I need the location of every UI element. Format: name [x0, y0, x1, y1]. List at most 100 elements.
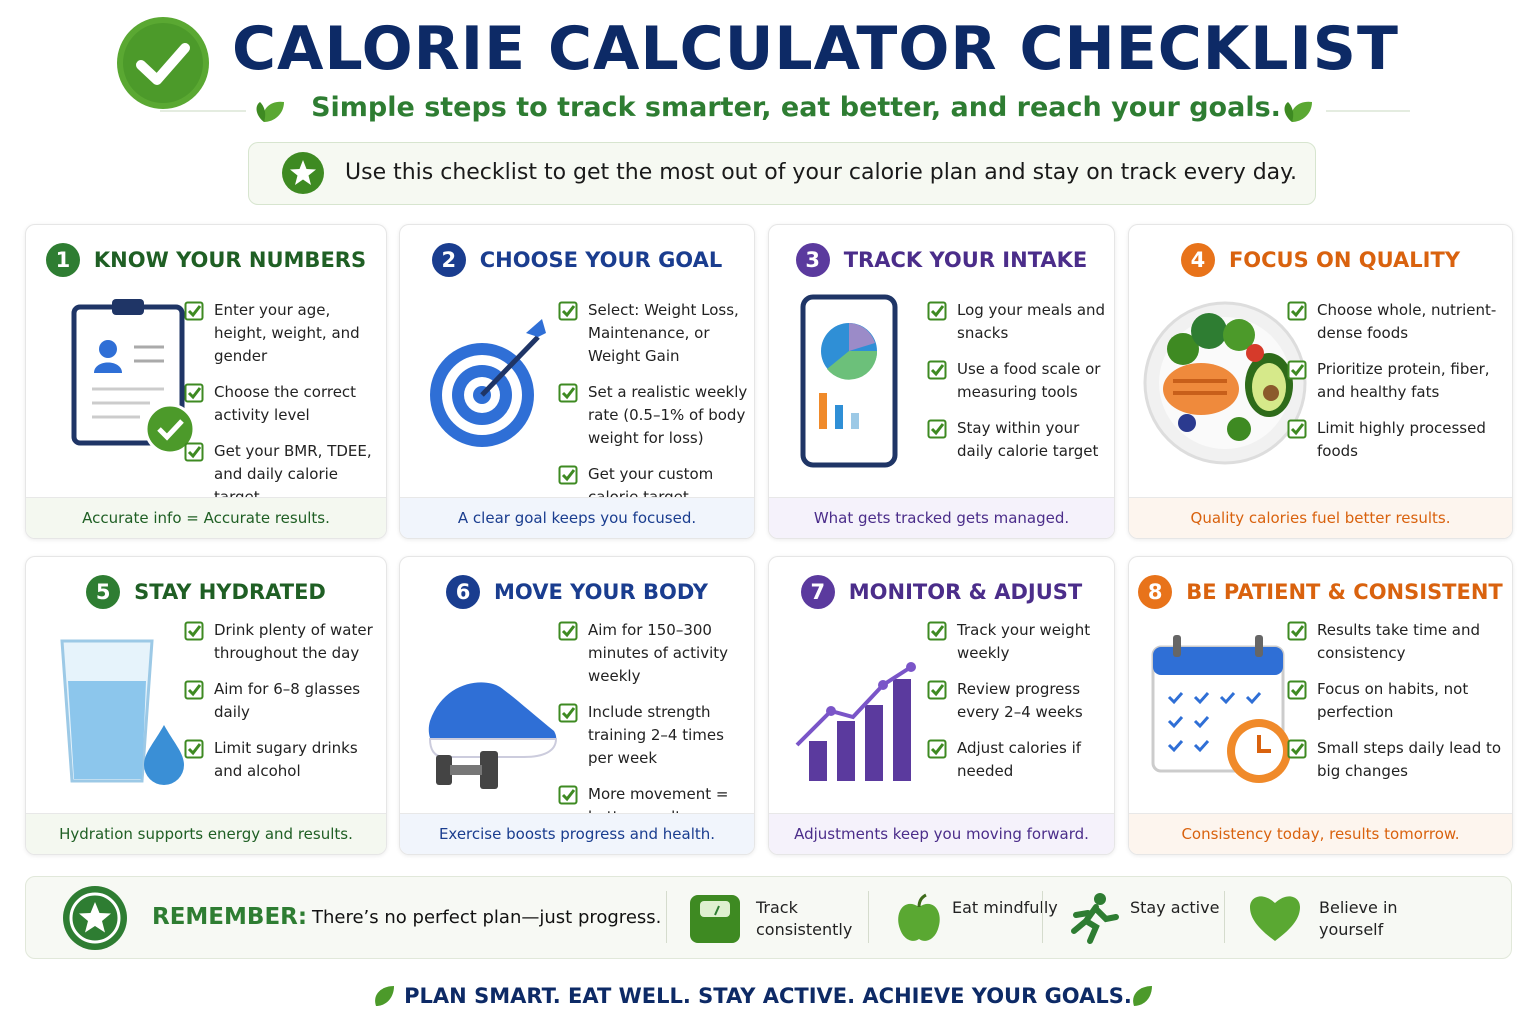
card-title: FOCUS ON QUALITY: [1228, 248, 1461, 272]
item-text: Results take time and consistency: [1317, 621, 1481, 662]
tip-text: Track consistently: [756, 898, 853, 939]
subtitle: Simple steps to track smarter, eat bette…: [311, 92, 1281, 123]
item-text: Include strength training 2–4 times per …: [588, 703, 724, 767]
checkbox: [927, 360, 947, 380]
tip-icon: [892, 891, 946, 949]
checkbox: [558, 621, 578, 641]
checkbox: [1287, 360, 1307, 380]
checklist-item: Select: Weight Loss, Maintenance, or Wei…: [558, 299, 748, 368]
tip-icon: [1066, 891, 1120, 949]
tip-icon-svg: [898, 893, 940, 941]
checkbox: [558, 465, 578, 485]
item-text: Review progress every 2–4 weeks: [957, 680, 1083, 721]
illustration: [1143, 621, 1313, 805]
checklist: Track your weight weekly Review progress …: [927, 619, 1108, 796]
checklist-item: Aim for 6–8 glasses daily: [184, 678, 380, 724]
card: 4 FOCUS ON QUALITY Choose whole, nutrient-…: [1128, 224, 1513, 539]
divider: [1042, 891, 1043, 943]
checkbox: [927, 739, 947, 759]
checklist-item: Limit highly processed foods: [1287, 417, 1506, 463]
card: 2 CHOOSE YOUR GOAL Select: Weight Loss, Ma…: [399, 224, 755, 539]
checklist-item: Log your meals and snacks: [927, 299, 1108, 345]
card-title: BE PATIENT & CONSISTENT: [1186, 580, 1503, 604]
card-header: 5 STAY HYDRATED: [26, 575, 386, 609]
check-badge: [117, 17, 209, 109]
star-badge: [63, 886, 127, 950]
checkbox: [558, 703, 578, 723]
checkbox: [1287, 301, 1307, 321]
checkbox: [927, 680, 947, 700]
step-number: 8: [1138, 575, 1173, 609]
checklist-item: Focus on habits, not perfection: [1287, 678, 1506, 724]
card-footer: Adjustments keep you moving forward.: [769, 813, 1114, 854]
card-footer: What gets tracked gets managed.: [769, 497, 1114, 538]
step-number: 6: [446, 575, 481, 609]
checklist-item: Include strength training 2–4 times per …: [558, 701, 748, 770]
checkbox: [184, 301, 204, 321]
item-text: Log your meals and snacks: [957, 301, 1106, 342]
card-footer: Consistency today, results tomorrow.: [1129, 813, 1512, 854]
checklist-item: Use a food scale or measuring tools: [927, 358, 1108, 404]
step-number: 5: [86, 575, 121, 609]
illustration: [1143, 289, 1313, 473]
card-footer: Accurate info = Accurate results.: [26, 497, 386, 538]
card-header: 7 MONITOR & ADJUST: [769, 575, 1114, 609]
checklist-item: Choose the correct activity level: [184, 381, 380, 427]
step-number: 3: [795, 243, 830, 277]
item-text: Stay within your daily calorie target: [957, 419, 1099, 460]
tip-icon: [688, 891, 742, 949]
step-number: 2: [431, 243, 466, 277]
item-text: Drink plenty of water throughout the day: [214, 621, 373, 662]
item-text: Prioritize protein, fiber, and healthy f…: [1317, 360, 1490, 401]
item-text: Small steps daily lead to big changes: [1317, 739, 1502, 780]
illustration-svg: [1143, 301, 1307, 465]
item-text: Track your weight weekly: [957, 621, 1091, 662]
checklist-item: Stay within your daily calorie target: [927, 417, 1108, 463]
item-text: Get your BMR, TDEE, and daily calorie ta…: [214, 442, 372, 506]
remember-text: There’s no perfect plan—just progress.: [312, 907, 662, 928]
checklist-item: Limit sugary drinks and alcohol: [184, 737, 380, 783]
checklist-item: Prioritize protein, fiber, and healthy f…: [1287, 358, 1506, 404]
checklist-item: Get your BMR, TDEE, and daily calorie ta…: [184, 440, 380, 509]
item-text: Limit sugary drinks and alcohol: [214, 739, 358, 780]
checkbox: [1287, 739, 1307, 759]
illustration-svg: [800, 294, 898, 468]
illustration: [783, 289, 943, 473]
tip-icon-svg: [1071, 893, 1119, 944]
card-header: 2 CHOOSE YOUR GOAL: [400, 243, 754, 277]
illustration-svg: [71, 299, 196, 455]
checklist: Results take time and consistency Focus o…: [1287, 619, 1506, 796]
card: 7 MONITOR & ADJUST Track your weight weekl…: [768, 556, 1115, 855]
card-title: STAY HYDRATED: [134, 580, 326, 604]
item-text: Aim for 150–300 minutes of activity week…: [588, 621, 729, 685]
checkbox: [558, 383, 578, 403]
divider: [1224, 891, 1225, 943]
leaf-right: [1284, 101, 1410, 122]
item-text: Focus on habits, not perfection: [1317, 680, 1469, 721]
illustration: [783, 621, 943, 805]
checklist-item: Drink plenty of water throughout the day: [184, 619, 380, 665]
card: 6 MOVE YOUR BODY Aim for 150–300 minutes o…: [399, 556, 755, 855]
remember-label: REMEMBER:: [152, 904, 308, 930]
card: 5 STAY HYDRATED Drink plenty of water thro…: [25, 556, 387, 855]
tip-text: Eat mindfully: [952, 898, 1058, 917]
illustration: [414, 621, 574, 805]
illustration: [40, 621, 200, 805]
checklist: Enter your age, height, weight, and gend…: [184, 299, 380, 522]
item-text: Aim for 6–8 glasses daily: [214, 680, 361, 721]
checklist-item: Small steps daily lead to big changes: [1287, 737, 1506, 783]
card-header: 4 FOCUS ON QUALITY: [1129, 243, 1512, 277]
checkbox: [184, 383, 204, 403]
item-text: Use a food scale or measuring tools: [957, 360, 1101, 401]
checkbox: [1287, 680, 1307, 700]
card-header: 1 KNOW YOUR NUMBERS: [26, 243, 386, 277]
checkbox: [1287, 419, 1307, 439]
card-footer: Exercise boosts progress and health.: [400, 813, 754, 854]
card-title: TRACK YOUR INTAKE: [843, 248, 1088, 272]
leaf-small: [375, 986, 394, 1006]
checklist: Log your meals and snacks Use a food scal…: [927, 299, 1108, 476]
intro-text: Use this checklist to get the most out o…: [345, 160, 1298, 185]
card-title: MOVE YOUR BODY: [494, 580, 708, 604]
checklist-item: Enter your age, height, weight, and gend…: [184, 299, 380, 368]
